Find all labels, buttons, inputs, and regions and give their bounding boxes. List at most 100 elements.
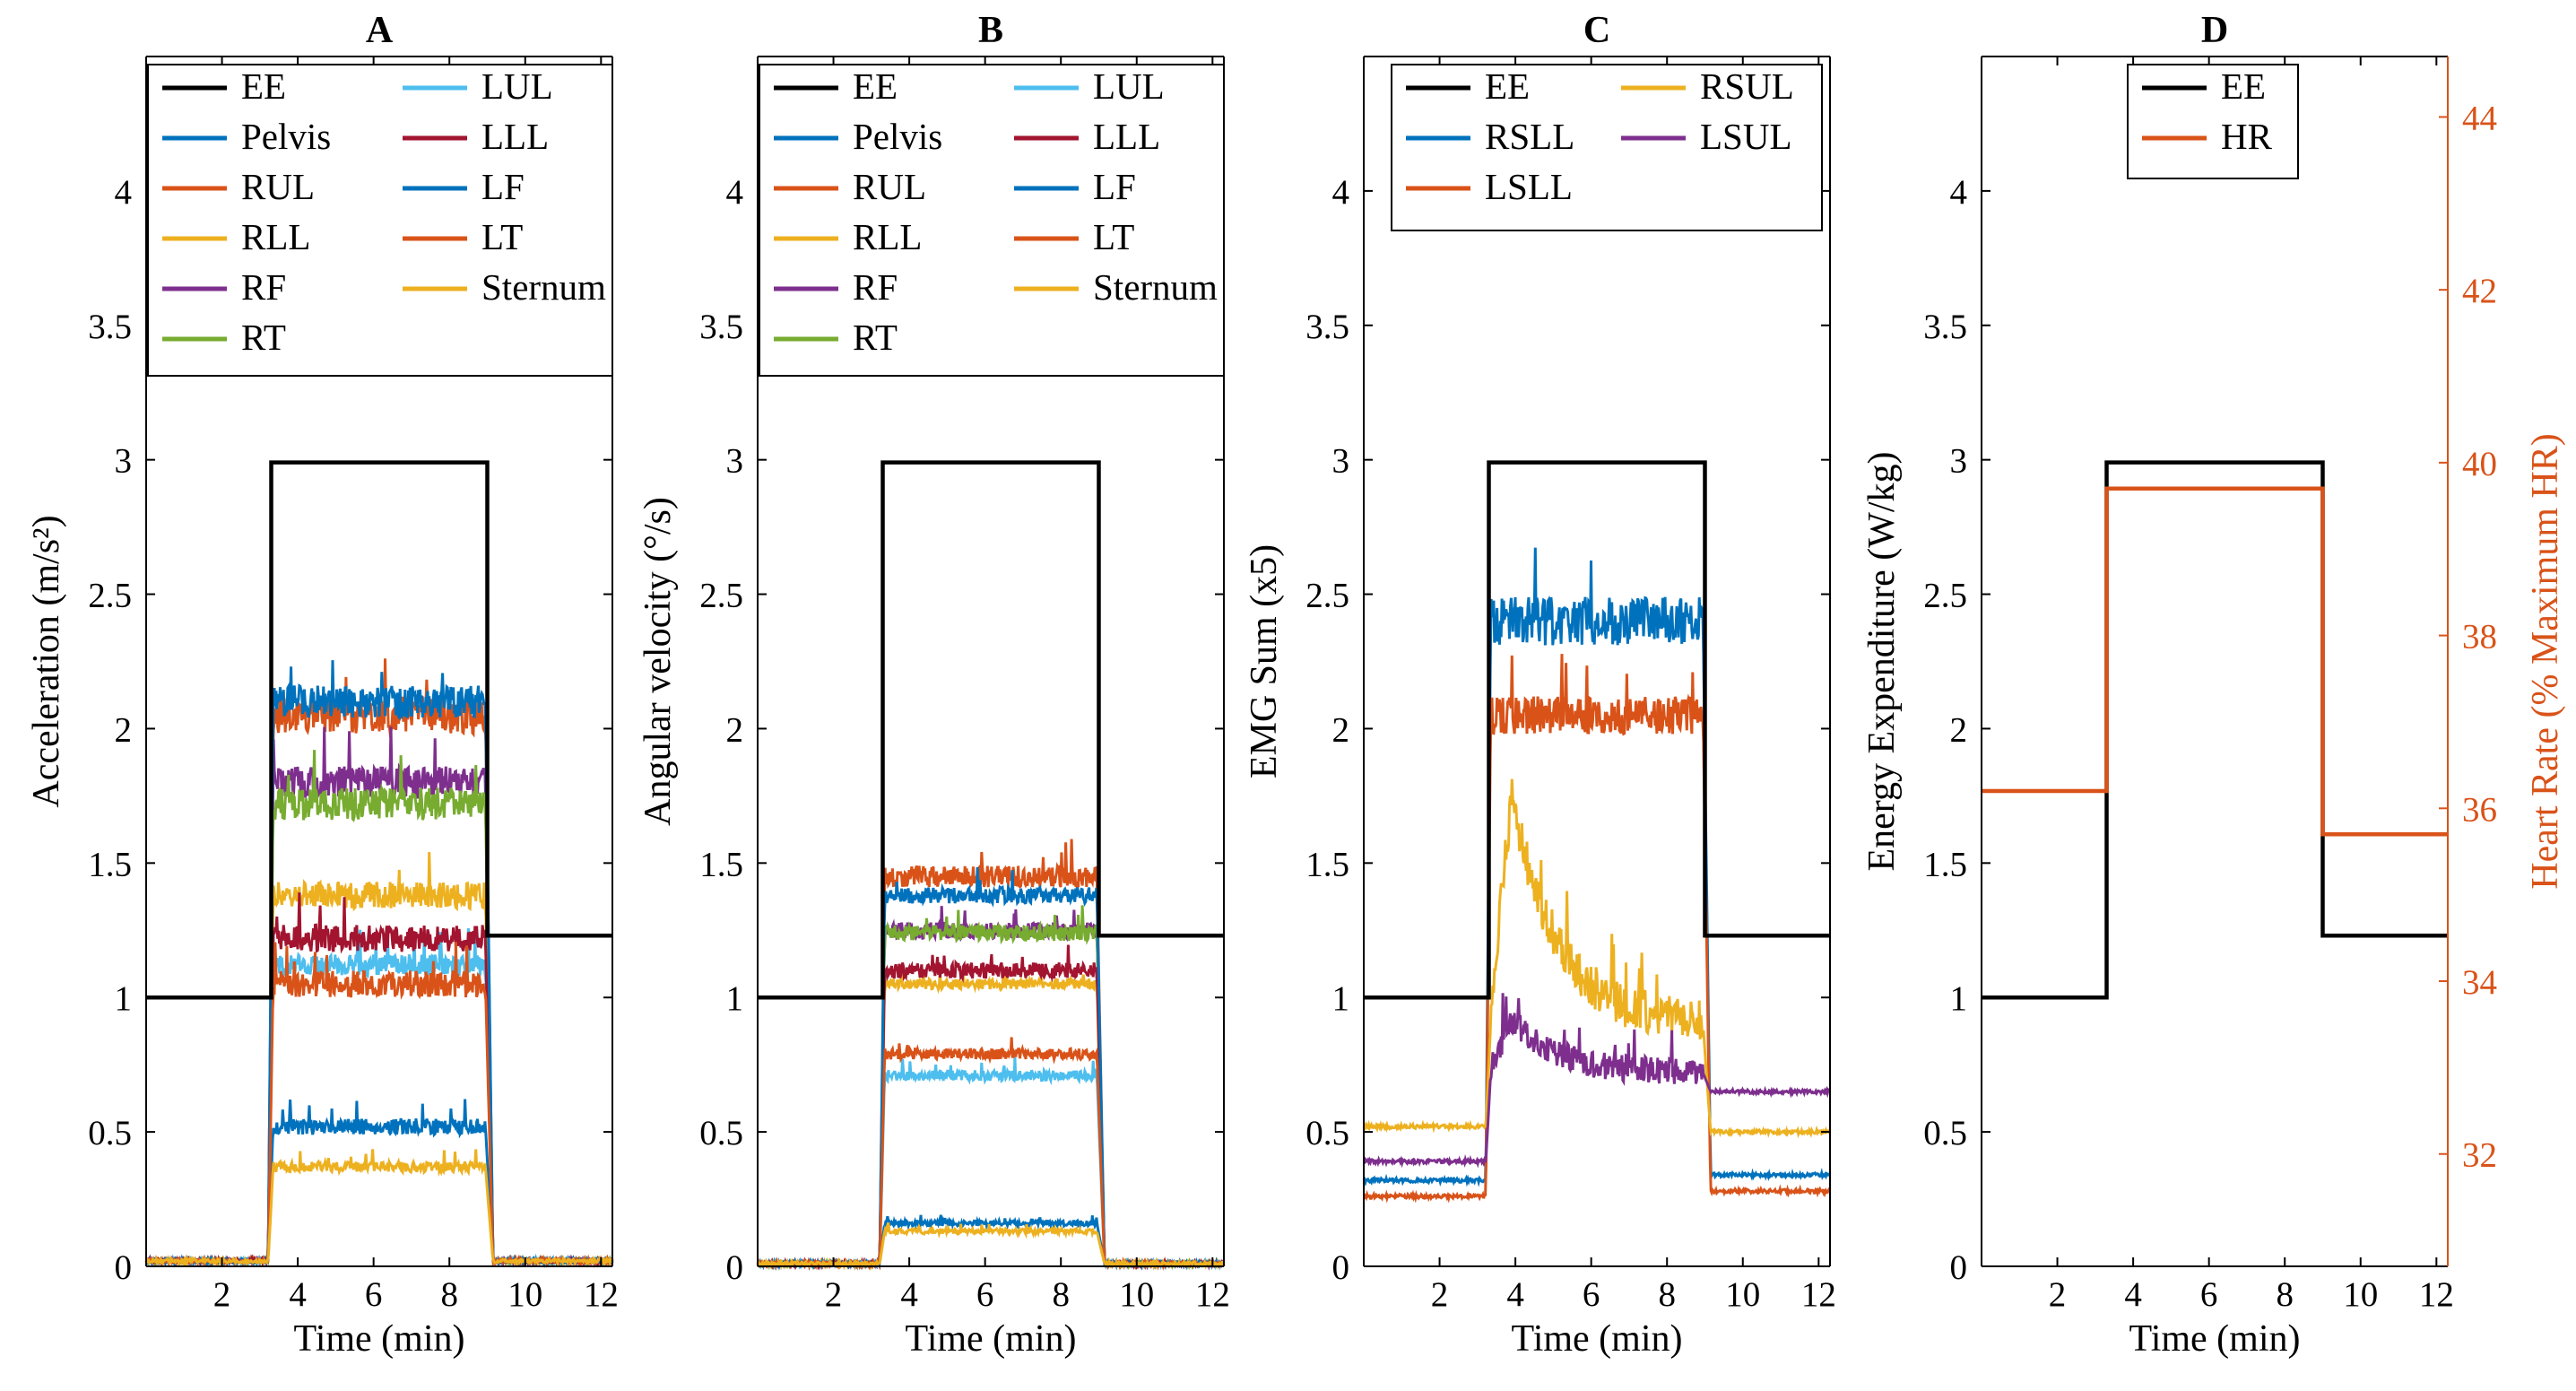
data-traces (1362, 547, 1832, 1204)
y-tick-label: 0.5 (88, 1114, 132, 1152)
y-tick-label: 1.5 (88, 845, 132, 883)
legend-box (1391, 64, 1823, 231)
y-tick-label: 3.5 (88, 308, 132, 346)
legend-label: Pelvis (853, 116, 942, 157)
y-tick-label: 0 (1332, 1248, 1350, 1287)
series-line-RT (145, 750, 614, 1268)
x-tick-label: 8 (1658, 1275, 1676, 1314)
x-tick-label: 6 (976, 1275, 994, 1314)
panel-title: D (2201, 10, 2228, 51)
x-tick-label: 4 (289, 1275, 307, 1314)
legend: EE HR (2127, 64, 2299, 179)
x-tick-label: 4 (900, 1275, 918, 1314)
legend-label: LT (481, 216, 523, 257)
y-tick-label: 0 (726, 1248, 744, 1287)
legend-label: EE (241, 65, 286, 107)
x-tick-label: 8 (1052, 1275, 1070, 1314)
legend-label: RT (241, 317, 286, 358)
ee-step-line (1364, 460, 1830, 1000)
series-line-RLL (144, 852, 613, 1268)
legend-label: LUL (481, 65, 553, 107)
y-tick-label: 0.5 (699, 1114, 743, 1152)
y-tick-label: 2.5 (699, 577, 743, 615)
x-tick-label: 12 (2419, 1275, 2454, 1314)
y-tick-label: 2 (1332, 710, 1350, 749)
series-line-LSUL (1363, 993, 1831, 1169)
legend-label: LF (1093, 166, 1136, 207)
legend-label: LLL (481, 116, 549, 157)
x-tick-label: 10 (2343, 1275, 2378, 1314)
y2-tick-label: 42 (2462, 272, 2497, 310)
series-line-LLL (145, 892, 613, 1268)
legend-label: EE (2221, 65, 2266, 107)
legend-label: RLL (241, 216, 310, 257)
y2-tick-label: 38 (2462, 618, 2497, 656)
x-tick-label: 8 (2276, 1275, 2294, 1314)
ee-step-line (146, 460, 612, 1000)
y-tick-label: 2 (726, 710, 744, 749)
series-line-LLL (756, 944, 1225, 1272)
y-tick-label: 3.5 (1923, 308, 1967, 346)
x-tick-label: 6 (1583, 1275, 1600, 1314)
legend-label: RUL (241, 166, 315, 207)
y2-tick-label: 36 (2462, 790, 2497, 829)
panel-title: C (1583, 10, 1610, 51)
x-tick-label: 8 (440, 1275, 458, 1314)
legend-label: Sternum (1093, 266, 1218, 308)
y-tick-label: 1.5 (1305, 845, 1349, 883)
y-tick-label: 0.5 (1923, 1114, 1967, 1152)
panel-title: B (978, 10, 1003, 51)
y-tick-label: 1 (1950, 979, 1968, 1018)
y-tick-label: 0.5 (1305, 1114, 1349, 1152)
legend-label: RT (853, 317, 898, 358)
y-axis-label: EMG Sum (x5) (1244, 544, 1285, 778)
x-tick-label: 10 (1119, 1275, 1154, 1314)
y-tick-label: 1.5 (1923, 845, 1967, 883)
panel-B: B 2 4 6 8 10 12 0 0.5 1 1.5 2 2.5 3 3.5 4 Time (min) Angu… (637, 10, 1230, 1360)
ee-step-line (758, 460, 1224, 1000)
series-line-LUL (144, 927, 614, 1268)
y-axis-label: Energy Expenditure (W/kg) (1861, 451, 1903, 871)
panel-A: A 2 4 6 8 10 12 0 0.5 1 1.5 2 2.5 3 3.5 4 Time (min) Acce… (26, 10, 619, 1360)
hr-step-line (1982, 486, 2448, 837)
x-tick-label: 4 (2124, 1275, 2142, 1314)
legend-label: LUL (1093, 65, 1165, 107)
y-tick-label: 3 (115, 442, 133, 481)
legend-label: LSLL (1485, 166, 1573, 207)
series-line-Sternum (756, 1222, 1226, 1271)
y-tick-label: 4 (1950, 173, 1968, 212)
data-traces (144, 658, 614, 1269)
x-tick-label: 2 (213, 1275, 231, 1314)
legend-label: LSUL (1700, 116, 1792, 157)
y-tick-label: 0 (1950, 1248, 1968, 1287)
x-tick-label: 10 (1725, 1275, 1760, 1314)
x-tick-label: 6 (2200, 1275, 2218, 1314)
legend-label: RF (241, 266, 286, 308)
x-tick-label: 6 (365, 1275, 383, 1314)
legend: EE Pelvis RUL RLL RF RT LUL LLL LF LT Sternum (147, 64, 613, 377)
legend-label: Sternum (481, 266, 606, 308)
y2-tick-label: 40 (2462, 445, 2497, 483)
legend-label: EE (1485, 65, 1530, 107)
y-axis-label: Acceleration (m/s²) (26, 515, 67, 807)
series-line-Pelvis (756, 1214, 1226, 1271)
legend-label: RLL (853, 216, 922, 257)
y-tick-label: 4 (115, 173, 133, 212)
legend-box (2127, 64, 2299, 179)
legend-label: RF (853, 266, 898, 308)
series-line-LSLL (1363, 654, 1832, 1204)
y-tick-label: 0 (115, 1248, 133, 1287)
x-tick-label: 2 (1431, 1275, 1449, 1314)
x-tick-label: 12 (584, 1275, 619, 1314)
y-tick-label: 1.5 (699, 845, 743, 883)
x-tick-label: 4 (1506, 1275, 1524, 1314)
x-axis-label: Time (min) (2129, 1318, 2301, 1360)
data-traces (756, 839, 1226, 1272)
y-tick-label: 4 (726, 173, 744, 212)
panel-D: D 2 4 6 8 10 12 0 0.5 1 1.5 2 2.5 3 3.5 4 32 34 36 38 40 42 44… (1861, 10, 2566, 1360)
series-line-Pelvis (144, 1099, 614, 1268)
legend-label: LLL (1093, 116, 1160, 157)
legend-label: EE (853, 65, 898, 107)
y-tick-label: 3.5 (699, 308, 743, 346)
y-tick-label: 1 (726, 979, 744, 1018)
